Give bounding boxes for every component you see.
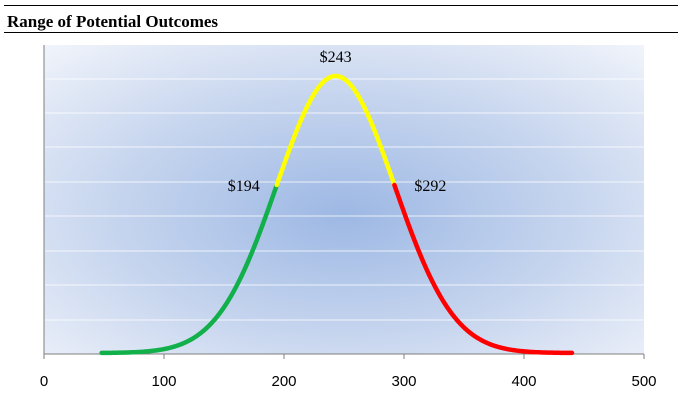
distribution-curves (99, 73, 575, 356)
x-tick-label: 200 (271, 373, 296, 390)
x-axis-ticks: 0 100 200 300 400 500 (40, 354, 657, 390)
curve-segment-low (99, 182, 280, 356)
chart-title-bar: Range of Potential Outcomes (4, 5, 678, 33)
plot-area (44, 45, 644, 354)
curve-segment-high (392, 182, 575, 356)
data-labels: $194 $243 $292 (228, 49, 447, 195)
data-label: $243 (320, 49, 352, 66)
x-tick-label: 500 (631, 373, 656, 390)
data-label: $292 (414, 178, 446, 195)
chart-title: Range of Potential Outcomes (7, 12, 219, 31)
x-tick-label: 100 (151, 373, 176, 390)
x-tick-label: 400 (511, 373, 536, 390)
data-label: $194 (228, 178, 260, 195)
gridlines (45, 78, 644, 321)
x-tick-label: 0 (40, 373, 48, 390)
curve-segment-middle (274, 73, 397, 188)
x-tick-label: 300 (391, 373, 416, 390)
